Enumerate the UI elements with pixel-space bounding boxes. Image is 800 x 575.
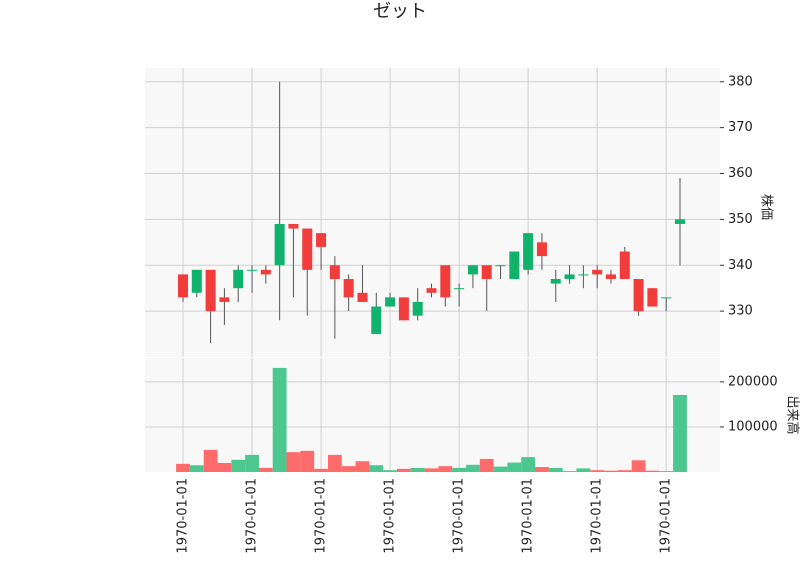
volume-bar: [562, 471, 577, 472]
candle-body: [329, 265, 340, 280]
volume-bar: [576, 468, 591, 472]
candle-body: [288, 223, 299, 229]
volume-bar: [217, 462, 232, 472]
volume-bar: [410, 467, 425, 472]
candle-body: [661, 297, 672, 299]
candle-body: [343, 279, 354, 298]
volume-bar: [631, 460, 646, 472]
volume-bar: [604, 470, 618, 472]
candle-body: [564, 274, 575, 280]
volume-bar: [383, 470, 397, 472]
y-tick-label: 380: [728, 74, 753, 89]
candle-body: [495, 265, 506, 267]
volume-axis-label: 出来高: [785, 395, 800, 434]
volume-bar: [341, 466, 356, 472]
candle-body: [178, 274, 188, 298]
candle-body: [316, 233, 327, 247]
x-tick-label: 1970-01-01: [245, 478, 260, 554]
volume-bar: [535, 467, 549, 472]
candle-body: [302, 228, 313, 270]
volume-bar: [507, 462, 522, 472]
volume-bar: [466, 464, 480, 472]
x-tick-label: 1970-01-01: [176, 478, 191, 554]
volume-bar: [479, 458, 494, 472]
chart-title: ゼット: [373, 1, 427, 22]
x-tick-label: 1970-01-01: [314, 478, 329, 554]
candle-body: [247, 269, 258, 271]
volume-bar: [189, 465, 204, 472]
volume-bar: [369, 465, 384, 472]
candle-body: [550, 279, 561, 284]
volume-panel: [145, 358, 720, 472]
volume-bar: [438, 466, 453, 472]
price-panel: [145, 68, 720, 357]
candle-body: [219, 297, 230, 302]
y-tick-label: 350: [728, 212, 753, 227]
volume-bar: [355, 461, 370, 472]
volume-bar: [300, 450, 315, 472]
candle-body: [605, 274, 616, 280]
volume-bar: [548, 467, 563, 472]
candle-body: [675, 219, 685, 224]
volume-tick-label: 200000: [728, 374, 778, 389]
candle-body: [647, 288, 658, 307]
candle-body: [578, 274, 589, 276]
y-axis-label: 株価: [759, 194, 774, 220]
candle-body: [233, 269, 244, 289]
candle-body: [371, 306, 382, 335]
y-tick-label: 360: [728, 166, 753, 181]
candle-body: [536, 242, 547, 257]
x-tick-label: 1970-01-01: [383, 478, 398, 554]
candle-body: [467, 265, 478, 275]
x-tick-label: 1970-01-01: [452, 478, 467, 554]
x-tick-label: 1970-01-01: [521, 478, 536, 554]
volume-bar: [396, 468, 411, 472]
volume-bar: [424, 468, 439, 472]
candle-body: [260, 269, 271, 275]
candle-body: [398, 297, 409, 321]
volume-bar: [176, 463, 190, 472]
candle-body: [426, 288, 437, 293]
volume-bar: [286, 452, 301, 472]
volume-bar: [521, 457, 536, 472]
candle-body: [619, 251, 630, 280]
candle-body: [205, 269, 216, 312]
volume-bar: [272, 367, 287, 472]
volume-bar: [203, 449, 218, 472]
x-tick-label: 1970-01-01: [590, 478, 605, 554]
candle-body: [191, 269, 202, 293]
volume-bar: [493, 466, 508, 472]
candle-body: [385, 297, 396, 307]
volume-tick-label: 100000: [728, 419, 778, 434]
volume-bar: [327, 454, 342, 472]
volume-bar: [231, 459, 246, 472]
candle-body: [633, 279, 644, 312]
candle-body: [592, 269, 603, 275]
volume-bar: [452, 467, 467, 472]
volume-bar: [258, 467, 273, 472]
candle-body: [509, 251, 520, 280]
volume-bar: [645, 470, 660, 472]
x-tick-label: 1970-01-01: [659, 478, 674, 554]
candle-body: [440, 265, 451, 298]
candle-body: [274, 223, 285, 266]
candle-body: [454, 288, 465, 290]
volume-bar: [590, 470, 605, 472]
volume-bar: [673, 394, 687, 472]
y-tick-label: 340: [728, 258, 753, 273]
y-tick-label: 330: [728, 304, 753, 319]
volume-bar: [245, 454, 259, 472]
candle-body: [357, 292, 368, 302]
candle-body: [481, 265, 492, 280]
candle-body: [412, 301, 423, 316]
volume-bar: [617, 470, 632, 472]
candle-body: [523, 233, 534, 270]
volume-bar: [314, 468, 328, 472]
volume-bar: [659, 471, 674, 472]
y-tick-label: 370: [728, 120, 753, 135]
